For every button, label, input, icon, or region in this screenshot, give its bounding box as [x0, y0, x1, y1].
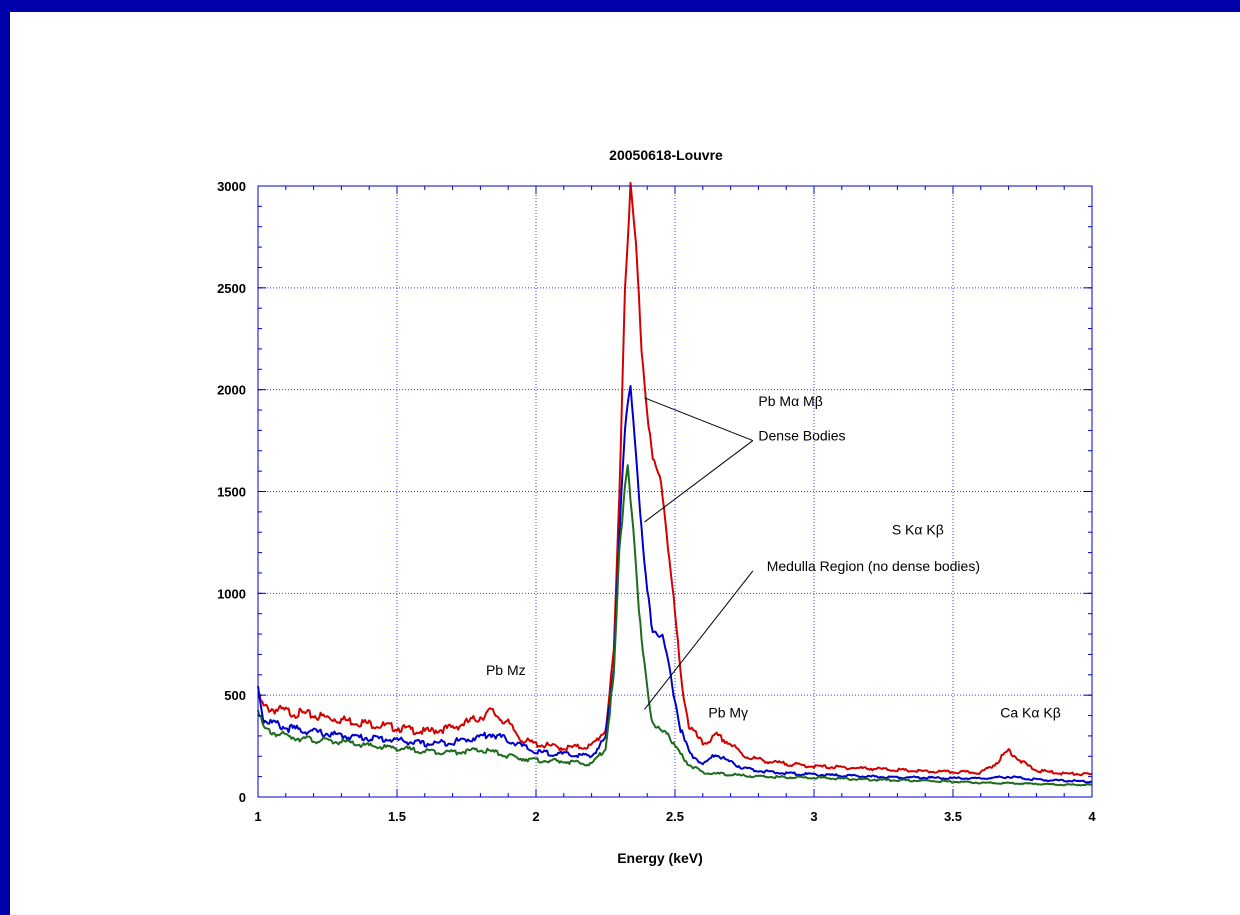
y-tick-label: 2000: [217, 383, 246, 398]
leader-line: [644, 397, 754, 442]
x-tick-label: 4: [1088, 809, 1096, 824]
axis-ticks: [257, 185, 1093, 798]
x-tick-label: 1: [254, 809, 261, 824]
series-line-1: [257, 181, 1093, 777]
x-tick-label: 3: [810, 809, 817, 824]
leader-line: [644, 440, 754, 523]
y-tick-label: 0: [239, 790, 246, 805]
x-tick-label: 1.5: [388, 809, 406, 824]
annotation-label: S Kα Kβ: [892, 521, 944, 537]
series-lines: [257, 181, 1093, 787]
series-line-2: [257, 385, 1093, 784]
chart: 1 1.5 2 2.5 3 3.5 4 0 500 1000 1500 2000 2500 3000 Pb…: [217, 147, 1096, 866]
y-tick-label: 1000: [217, 586, 246, 601]
annotation-label: Pb Mz: [486, 662, 526, 678]
x-axis-label: Energy (keV): [617, 850, 703, 866]
leader-line: [644, 570, 754, 710]
y-tick-label: 2500: [217, 281, 246, 296]
annotation-label: Ca Kα Kβ: [1000, 705, 1061, 721]
y-tick-label: 1500: [217, 485, 246, 500]
tick-labels: 1 1.5 2 2.5 3 3.5 4 0 500 1000 1500 2000 2500 3000: [217, 179, 1096, 824]
annotation-label: Pb Mγ: [708, 705, 748, 721]
series-line-3: [257, 464, 1093, 787]
annotation-label: Dense Bodies: [758, 428, 845, 444]
annotation-leader-lines: [644, 397, 754, 710]
annotations: Pb Mz Pb Mα Mβ Dense Bodies S Kα Kβ Medulla …: [486, 393, 1061, 721]
x-tick-label: 2.5: [666, 809, 684, 824]
y-tick-label: 3000: [217, 179, 246, 194]
y-tick-label: 500: [224, 688, 246, 703]
x-tick-label: 2: [532, 809, 539, 824]
annotation-label: Medulla Region (no dense bodies): [767, 558, 980, 574]
chart-title: 20050618-Louvre: [609, 147, 723, 163]
gridlines: [258, 186, 1092, 797]
annotation-label: Pb Mα Mβ: [758, 393, 822, 409]
x-tick-label: 3.5: [944, 809, 962, 824]
chart-frame: 1 1.5 2 2.5 3 3.5 4 0 500 1000 1500 2000 2500 3000 Pb…: [10, 12, 1240, 915]
